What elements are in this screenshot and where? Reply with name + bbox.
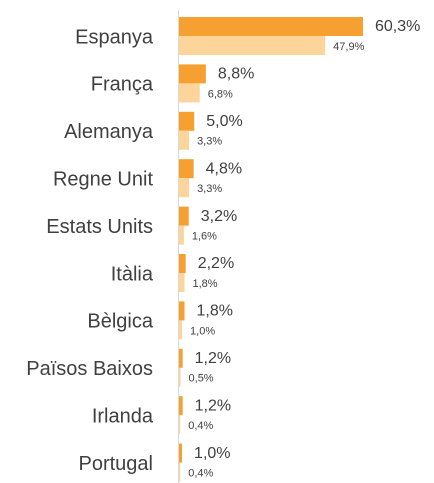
bar: [179, 64, 206, 84]
value-label: 1,6%: [192, 231, 217, 243]
bar: [179, 301, 185, 321]
bar: [179, 83, 200, 103]
value-label: 1,2%: [195, 350, 231, 367]
value-label: 1,8%: [196, 303, 232, 320]
bar: [179, 254, 186, 273]
category-label: Portugal: [79, 453, 154, 475]
value-label: 1,0%: [194, 445, 230, 462]
value-label: 60,3%: [375, 18, 420, 35]
value-label: 3,2%: [201, 208, 237, 225]
bar: [179, 111, 195, 131]
category-label: Espanya: [75, 26, 154, 48]
category-label: Bèlgica: [87, 311, 153, 333]
category-label: Països Baixos: [26, 358, 153, 380]
bar: [179, 178, 190, 198]
bar: [179, 320, 183, 340]
value-label: 3,3%: [197, 136, 222, 148]
category-label: Estats Units: [46, 216, 153, 238]
bar: [179, 348, 183, 368]
category-label: Irlanda: [92, 405, 154, 427]
value-label: 0,4%: [188, 468, 213, 480]
value-label: 5,0%: [206, 113, 242, 130]
value-label: 0,5%: [189, 373, 214, 385]
value-label: 4,8%: [206, 160, 242, 177]
bar: [179, 206, 189, 226]
category-label: França: [91, 74, 154, 96]
category-label: Regne Unit: [53, 168, 154, 190]
bar: [179, 225, 184, 245]
bar: [179, 367, 181, 387]
bar: [179, 273, 185, 292]
bar: [179, 396, 183, 416]
value-label: 6,8%: [208, 88, 233, 100]
bar: [179, 443, 183, 463]
value-label: 8,8%: [218, 66, 254, 83]
bar: [179, 159, 194, 179]
value-label: 47,9%: [333, 41, 364, 53]
bar: [179, 130, 190, 150]
value-label: 1,8%: [192, 278, 217, 290]
bar: [179, 36, 326, 55]
value-label: 3,3%: [197, 183, 222, 195]
value-label: 2,2%: [198, 255, 234, 272]
bar: [179, 17, 363, 36]
value-label: 1,2%: [195, 397, 231, 414]
category-label: Alemanya: [64, 121, 154, 143]
bar: [179, 462, 181, 482]
bar: [179, 415, 181, 435]
value-label: 1,0%: [190, 325, 215, 337]
value-label: 0,4%: [188, 420, 213, 432]
category-label: Itàlia: [111, 263, 154, 285]
